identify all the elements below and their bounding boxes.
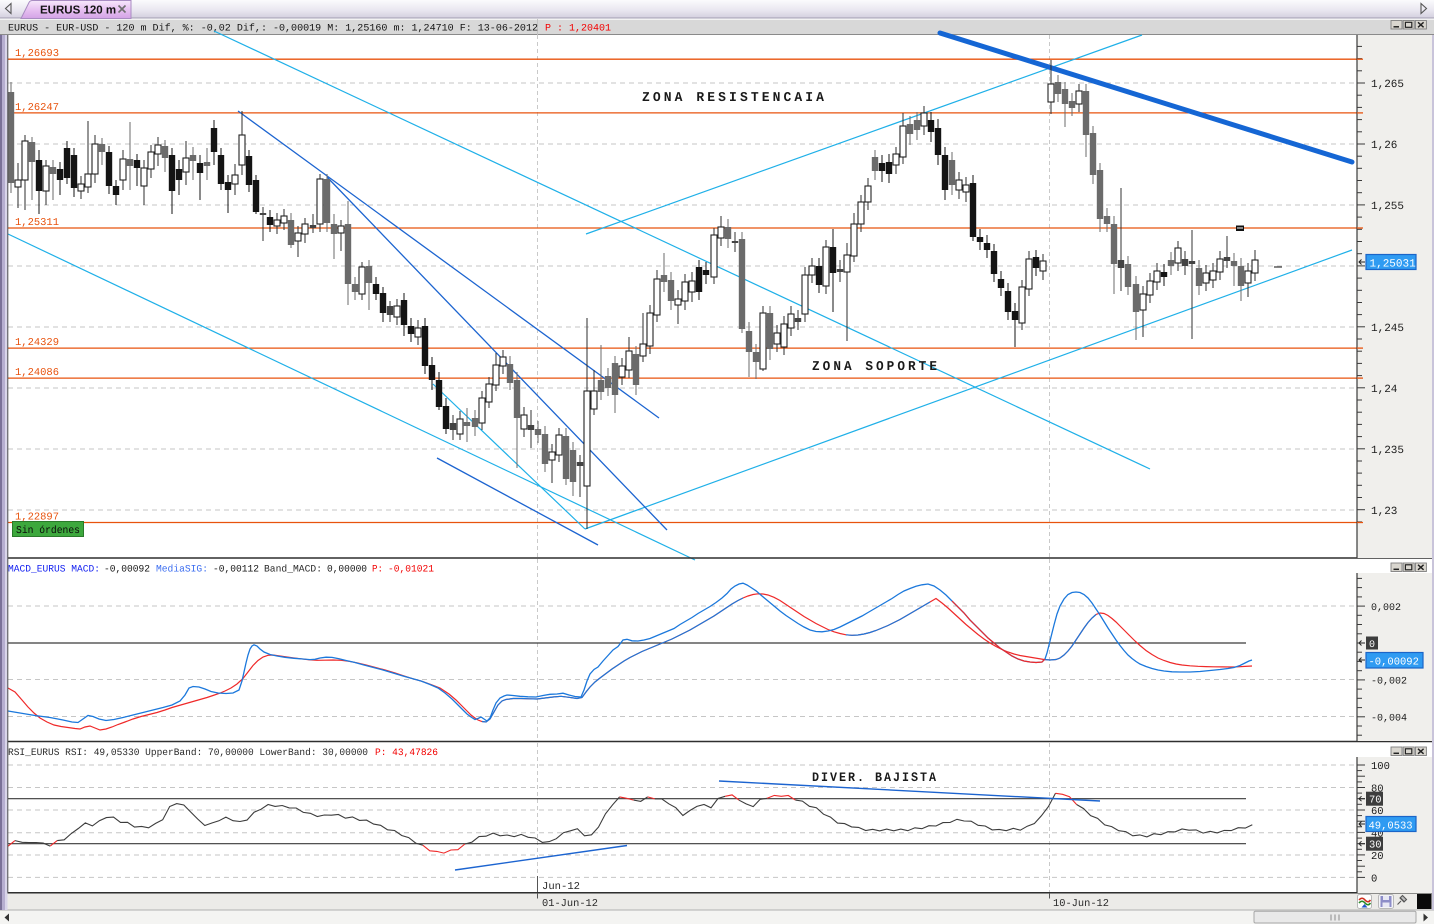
svg-text:DIVER. BAJISTA: DIVER. BAJISTA — [812, 770, 938, 785]
svg-text:-0,002: -0,002 — [1371, 677, 1407, 688]
svg-text:ZONA SOPORTE: ZONA SOPORTE — [812, 360, 940, 375]
svg-text:-0,004: -0,004 — [1371, 714, 1407, 725]
svg-text:Sin órdenes: Sin órdenes — [16, 525, 80, 537]
svg-text:01-Jun-12: 01-Jun-12 — [542, 898, 598, 910]
svg-text:1,26: 1,26 — [1371, 140, 1397, 152]
svg-text:1,24329: 1,24329 — [15, 337, 59, 349]
svg-text:-0,01021: -0,01021 — [388, 564, 434, 575]
svg-text:1,255: 1,255 — [1371, 201, 1404, 213]
svg-text:EURUS - EUR-USD - 120 m Dif,: EURUS - EUR-USD - 120 m Dif, %: -0,02 Di… — [8, 23, 538, 34]
svg-text:1,265: 1,265 — [1371, 79, 1404, 91]
svg-text:49,0533: 49,0533 — [1369, 821, 1413, 833]
svg-text:-0,00092: -0,00092 — [104, 564, 150, 575]
svg-text:-0,00092: -0,00092 — [1369, 657, 1419, 669]
svg-text:MACD_EURUS MACD:: MACD_EURUS MACD: — [8, 564, 100, 575]
svg-text:-0,00112: -0,00112 — [213, 564, 259, 575]
svg-text:EURUS 120 m: EURUS 120 m — [40, 5, 116, 17]
svg-text:1,24: 1,24 — [1371, 384, 1398, 396]
svg-text:0: 0 — [1369, 640, 1375, 651]
svg-text:10-Jun-12: 10-Jun-12 — [1053, 898, 1109, 910]
svg-text:1,25311: 1,25311 — [15, 217, 59, 229]
svg-text:20: 20 — [1371, 851, 1384, 863]
svg-text:1,235: 1,235 — [1371, 445, 1404, 457]
svg-text:Band_MACD:: Band_MACD: — [264, 564, 322, 575]
svg-text:Jun-12: Jun-12 — [542, 881, 580, 893]
svg-text:30: 30 — [1369, 840, 1382, 852]
svg-text:1,24086: 1,24086 — [15, 367, 59, 379]
svg-text:P: 43,47826: P: 43,47826 — [375, 747, 438, 758]
svg-text:60: 60 — [1371, 806, 1384, 818]
svg-text:0,00000: 0,00000 — [327, 564, 367, 575]
svg-text:1,23: 1,23 — [1371, 506, 1397, 518]
svg-text:1,26247: 1,26247 — [15, 102, 59, 114]
svg-text:P : 1,20401: P : 1,20401 — [545, 23, 611, 34]
svg-text:1,26693: 1,26693 — [15, 48, 59, 60]
svg-text:70: 70 — [1369, 795, 1382, 807]
svg-text:0,002: 0,002 — [1371, 603, 1401, 614]
svg-text:ZONA RESISTENCAIA: ZONA RESISTENCAIA — [642, 91, 827, 106]
svg-text:RSI_EURUS RSI: 49,05330 UpperB: RSI_EURUS RSI: 49,05330 UpperBand: 70,00… — [8, 747, 368, 758]
svg-text:1,22897: 1,22897 — [15, 512, 59, 524]
svg-text:100: 100 — [1371, 761, 1390, 773]
svg-text:1,25031: 1,25031 — [1370, 259, 1417, 271]
svg-text:0: 0 — [1371, 873, 1377, 885]
svg-text:1,245: 1,245 — [1371, 323, 1404, 335]
svg-text:P:: P: — [372, 564, 383, 575]
svg-text:MediaSIG:: MediaSIG: — [156, 564, 208, 575]
